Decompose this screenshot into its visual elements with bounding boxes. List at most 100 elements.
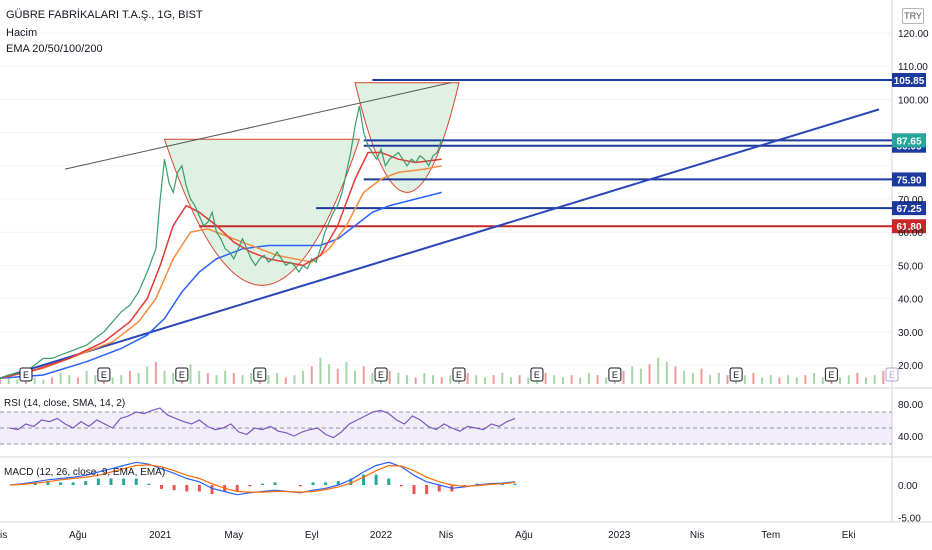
- volume-bar: [847, 375, 850, 384]
- volume-bar: [795, 377, 798, 384]
- macd-histogram-bar: [248, 485, 252, 487]
- macd-histogram-bar: [412, 485, 416, 495]
- macd-tick-label: 0.00: [898, 481, 918, 492]
- ema20-line: [0, 151, 442, 380]
- volume-bar: [362, 366, 365, 384]
- macd-histogram-bar: [59, 482, 62, 485]
- volume-bar: [743, 375, 746, 384]
- time-axis-label: May: [224, 530, 243, 541]
- currency-badge[interactable]: TRY: [902, 8, 924, 24]
- time-axis-label: 2021: [149, 530, 172, 541]
- volume-bar: [163, 370, 166, 384]
- macd-histogram-bar: [197, 485, 201, 492]
- earnings-marker: [374, 367, 388, 382]
- volume-bar: [76, 377, 79, 384]
- volume-bar: [440, 377, 443, 384]
- volume-bar: [544, 373, 547, 384]
- volume-bar: [839, 377, 842, 384]
- macd-histogram-bar: [437, 485, 441, 492]
- macd-histogram-bar: [513, 483, 517, 485]
- earnings-marker: [19, 367, 33, 382]
- price-tick-label: 20.00: [898, 361, 923, 372]
- macd-histogram-bar: [84, 481, 88, 485]
- earnings-marker-label: E: [612, 370, 618, 380]
- price-tick-label: 100.00: [898, 95, 929, 106]
- time-axis-label: Ağu: [515, 530, 533, 541]
- volume-bar: [639, 368, 642, 384]
- volume-bar: [16, 379, 19, 384]
- macd-histogram-bar: [500, 483, 504, 485]
- volume-bar: [466, 373, 469, 384]
- price-tick-label: 40.00: [898, 295, 923, 306]
- volume-bar: [276, 373, 279, 384]
- volume-bar: [587, 373, 590, 384]
- volume-bar: [284, 377, 287, 384]
- rsi-line: [9, 407, 516, 439]
- volume-bar: [492, 375, 495, 384]
- macd-histogram-bar: [96, 478, 100, 485]
- volume-bar: [483, 377, 486, 384]
- last-price-badge: [892, 133, 926, 148]
- macd-histogram-bar: [261, 483, 264, 485]
- earnings-marker: [885, 367, 899, 382]
- trend-line: [64, 82, 451, 170]
- volume-bar: [336, 368, 339, 384]
- volume-bar: [172, 373, 175, 384]
- volume-bar: [414, 377, 417, 384]
- volume-bar: [657, 357, 660, 384]
- volume-bar: [397, 373, 400, 384]
- macd-histogram-bar: [134, 478, 138, 485]
- earnings-marker: [530, 367, 544, 382]
- level-badge: [892, 172, 926, 187]
- time-axis-label: Eki: [842, 530, 856, 541]
- volume-bar: [146, 366, 149, 384]
- volume-bar: [856, 373, 859, 384]
- volume-bar: [154, 362, 157, 384]
- volume-bar: [804, 375, 807, 384]
- earnings-marker: [97, 367, 111, 382]
- macd-histogram-bar: [374, 474, 378, 485]
- volume-bar: [683, 370, 686, 384]
- time-axis-label: Nis: [439, 530, 453, 541]
- price-tick-label: 30.00: [898, 328, 923, 339]
- volume-bar: [726, 375, 729, 384]
- volume-bar: [50, 377, 53, 384]
- earnings-marker: [253, 367, 267, 382]
- cup-shape-1: [354, 82, 460, 193]
- volume-bar: [198, 370, 201, 384]
- earnings-marker-label: E: [23, 370, 29, 380]
- volume-bar: [59, 373, 62, 384]
- volume-bar: [215, 375, 218, 384]
- volume-bar: [873, 375, 876, 384]
- volume-bar: [189, 364, 192, 384]
- volume-bar: [310, 366, 313, 384]
- rsi-tick-label: 80.00: [898, 400, 923, 411]
- level-label: 105.85: [894, 76, 925, 87]
- macd-histogram-bar: [463, 485, 466, 487]
- earnings-marker-label: E: [378, 370, 384, 380]
- volume-bar: [882, 370, 885, 384]
- macd-histogram-bar: [185, 485, 189, 492]
- volume-bar: [302, 370, 305, 384]
- macd-histogram-bar: [425, 485, 429, 495]
- volume-bar: [224, 370, 227, 384]
- price-line: [0, 105, 443, 379]
- macd-histogram-bar: [399, 485, 403, 487]
- ema50-line: [0, 165, 442, 380]
- price-tick-label: 70.00: [898, 195, 923, 206]
- earnings-marker: [608, 367, 622, 382]
- macd-histogram-bar: [210, 485, 214, 495]
- macd-tick-label: -5.00: [898, 514, 921, 525]
- volume-bar: [674, 366, 677, 384]
- macd-histogram-bar: [147, 483, 151, 485]
- ema200-line: [0, 191, 442, 380]
- volume-bar: [406, 375, 409, 384]
- macd-histogram-bar: [122, 478, 126, 485]
- level-badge: [892, 72, 926, 87]
- volume-bar: [232, 373, 235, 384]
- volume-bar: [432, 375, 435, 384]
- time-axis-label: Nis: [0, 530, 7, 541]
- volume-bar: [787, 375, 790, 384]
- volume-bar: [137, 373, 140, 384]
